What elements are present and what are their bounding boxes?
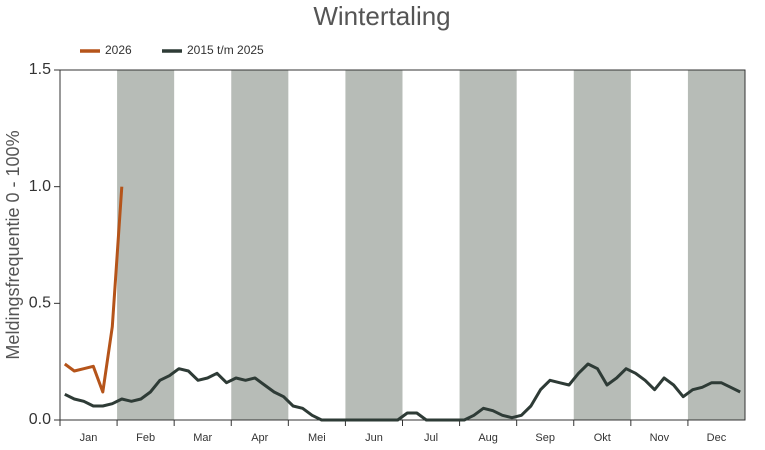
legend-label: 2015 t/m 2025 [187,43,264,57]
x-tick-label: Dec [707,432,727,444]
x-tick-label: Nov [650,432,670,444]
x-tick-label: Sep [535,432,555,444]
y-tick-label: 0.0 [29,411,51,428]
x-tick-label: Jul [424,432,438,444]
x-tick-label: Okt [594,432,611,444]
plot-frame [59,69,746,421]
x-tick-label: Mei [308,432,326,444]
month-band [687,70,745,420]
month-band [345,70,403,420]
x-tick-label: Jan [80,432,98,444]
series-line [63,186,124,394]
x-tick-label: Feb [136,432,155,444]
x-tick-label: Aug [478,432,498,444]
month-band [117,70,175,420]
y-axis-label: Meldingsfrequentie 0 - 100% [3,130,23,359]
legend-label: 2026 [105,43,132,57]
month-band [573,70,631,420]
month-band [459,70,517,420]
y-tick-label: 1.0 [29,178,51,195]
x-tick-label: Mar [193,432,212,444]
y-tick-label: 0.5 [29,295,51,312]
x-tick-label: Jun [365,432,383,444]
month-band [231,70,289,420]
chart-title: Wintertaling [313,1,450,31]
y-tick-label: 1.5 [29,61,51,78]
series-line [64,362,741,422]
x-tick-label: Apr [251,432,268,444]
